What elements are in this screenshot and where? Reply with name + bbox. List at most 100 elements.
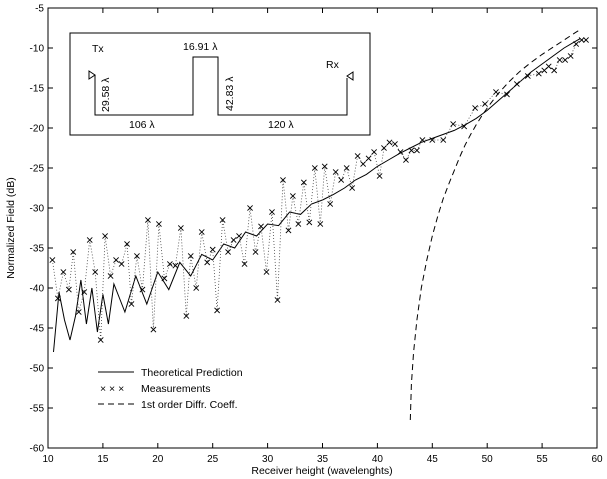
y-tick-label: -55 bbox=[30, 404, 45, 415]
axis-ticks: 10 15 20 25 30 35 40 45 50 55 60 -60 -55 -50 -45 -40 -35… bbox=[30, 4, 603, 466]
measurement-point bbox=[274, 297, 281, 303]
inset-frame bbox=[69, 32, 371, 136]
measurement-point bbox=[86, 237, 93, 243]
y-tick-label: -5 bbox=[35, 4, 44, 15]
y-tick-label: -35 bbox=[30, 244, 45, 255]
measurement-point bbox=[504, 91, 510, 98]
legend-label-theoretical: Theoretical Prediction bbox=[141, 367, 243, 379]
measurement-point bbox=[144, 217, 151, 223]
y-axis-title: Normalized Field (dB) bbox=[5, 177, 17, 279]
y-tick-label: -10 bbox=[30, 44, 45, 55]
measurement-point bbox=[556, 57, 563, 63]
legend-label-diffraction: 1st order Diffr. Coeff. bbox=[141, 399, 238, 411]
measurement-point bbox=[258, 223, 264, 230]
measurement-point bbox=[513, 81, 520, 87]
measurement-point bbox=[482, 101, 488, 107]
measurement-point bbox=[343, 165, 350, 171]
x-tick-label: 25 bbox=[207, 454, 219, 465]
measurement-point bbox=[419, 137, 426, 143]
measurement-point bbox=[134, 253, 140, 259]
x-tick-label: 60 bbox=[591, 454, 603, 465]
measurement-point bbox=[403, 157, 409, 163]
measurement-point bbox=[247, 205, 253, 211]
rx-antenna-icon bbox=[346, 71, 354, 81]
measurement-point bbox=[414, 147, 420, 154]
measurement-point bbox=[113, 257, 119, 263]
x-tick-label: 45 bbox=[427, 454, 439, 465]
inset-wall-height: 42.83 λ bbox=[224, 76, 236, 111]
y-tick-label: -40 bbox=[30, 284, 45, 295]
measurement-point bbox=[225, 249, 231, 255]
measurement-point bbox=[269, 209, 275, 215]
plot-frame bbox=[47, 7, 598, 449]
measurement-point bbox=[75, 309, 82, 315]
measurement-point bbox=[354, 153, 361, 159]
measurement-point bbox=[327, 201, 334, 207]
measurement-point bbox=[365, 155, 372, 162]
measurement-point bbox=[280, 177, 286, 183]
measurement-point bbox=[214, 307, 221, 314]
measurement-point bbox=[567, 53, 574, 59]
legend: Theoretical Prediction × × × Measurement… bbox=[98, 367, 243, 411]
measurement-point bbox=[321, 163, 328, 170]
x-axis-title: Receiver height (wavelenghts) bbox=[251, 465, 392, 477]
inset-rx-label: Rx bbox=[326, 59, 340, 71]
y-tick-label: -30 bbox=[30, 204, 45, 215]
measurement-point bbox=[252, 249, 259, 255]
measurement-point bbox=[177, 225, 184, 231]
x-tick-label: 35 bbox=[317, 454, 329, 465]
measurement-point bbox=[578, 37, 585, 43]
measurement-point bbox=[65, 286, 72, 293]
inset-dist-tx-wall: 106 λ bbox=[129, 119, 155, 131]
series-layer bbox=[49, 28, 589, 421]
inset-wall-width: 16.91 λ bbox=[183, 41, 218, 53]
x-tick-label: 40 bbox=[372, 454, 384, 465]
measurement-point bbox=[317, 221, 324, 227]
y-tick-label: -15 bbox=[30, 84, 45, 95]
measurement-point bbox=[408, 147, 415, 154]
measurement-point bbox=[263, 269, 270, 275]
measurement-point bbox=[236, 233, 242, 239]
tx-antenna-icon bbox=[88, 70, 96, 80]
measurement-point bbox=[376, 173, 383, 179]
measurement-point bbox=[450, 121, 457, 127]
measurement-point bbox=[124, 241, 130, 247]
measurement-point bbox=[440, 137, 447, 143]
measurement-point bbox=[107, 273, 114, 279]
y-tick-label: -20 bbox=[30, 124, 45, 135]
measurement-point bbox=[183, 313, 190, 319]
x-tick-label: 10 bbox=[42, 454, 54, 465]
measurement-point bbox=[70, 249, 77, 255]
measurement-point bbox=[562, 57, 569, 63]
measurement-point bbox=[102, 233, 109, 239]
measurement-point bbox=[60, 269, 67, 275]
measurement-point bbox=[472, 105, 479, 111]
measurement-point bbox=[92, 269, 99, 275]
measurement-point bbox=[139, 286, 146, 293]
x-tick-label: 50 bbox=[482, 454, 494, 465]
measurement-point bbox=[461, 123, 468, 130]
inset-schematic: Tx Rx 16.91 λ 29.58 λ 42.83 λ 106 λ 120 … bbox=[69, 32, 371, 136]
measurement-point bbox=[338, 177, 345, 183]
measurement-point bbox=[161, 275, 168, 282]
terrain-profile bbox=[94, 56, 348, 116]
measurement-point bbox=[306, 219, 313, 226]
measurement-point bbox=[381, 145, 387, 151]
series-line-theoretical bbox=[53, 37, 581, 353]
measurement-point bbox=[155, 221, 162, 227]
measurement-point bbox=[193, 285, 200, 291]
inset-tx-label: Tx bbox=[92, 43, 104, 55]
measurement-point bbox=[289, 193, 296, 199]
legend-label-measurements: Measurements bbox=[141, 383, 210, 395]
measurement-point bbox=[54, 295, 61, 302]
y-tick-label: -25 bbox=[30, 164, 45, 175]
y-tick-label: -45 bbox=[30, 324, 45, 335]
series-line-diffraction bbox=[409, 28, 582, 421]
measurement-point bbox=[295, 221, 302, 227]
y-tick-label: -50 bbox=[30, 364, 45, 375]
measurement-point bbox=[241, 261, 248, 267]
measurement-point bbox=[128, 301, 135, 307]
y-tick-label: -60 bbox=[30, 444, 45, 455]
measurement-point bbox=[172, 262, 179, 269]
measurement-point bbox=[230, 237, 237, 243]
